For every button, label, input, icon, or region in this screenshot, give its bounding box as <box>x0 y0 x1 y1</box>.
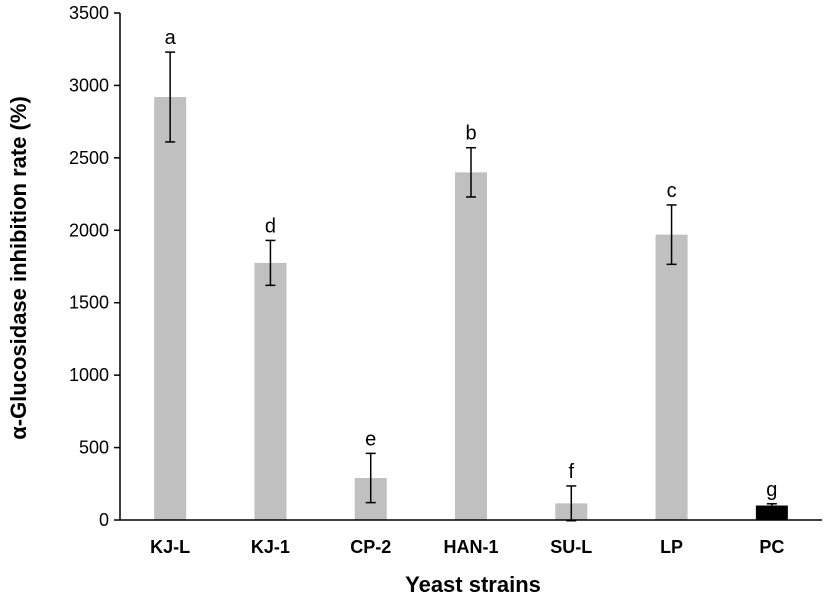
x-axis-title: Yeast strains <box>405 572 541 597</box>
x-tick-label-cp-2: CP-2 <box>350 537 391 557</box>
significance-label-han-1: b <box>465 123 476 145</box>
y-tick-label-3000: 3000 <box>69 75 109 95</box>
x-tick-label-kj-1: KJ-1 <box>251 537 290 557</box>
y-tick-label-1500: 1500 <box>69 293 109 313</box>
y-tick-label-2500: 2500 <box>69 148 109 168</box>
x-tick-label-su-l: SU-L <box>550 537 592 557</box>
y-tick-label-1000: 1000 <box>69 365 109 385</box>
significance-label-cp-2: e <box>365 428 376 450</box>
y-tick-label-3500: 3500 <box>69 3 109 23</box>
x-tick-label-kj-l: KJ-L <box>150 537 190 557</box>
x-tick-label-pc: PC <box>759 537 784 557</box>
y-axis-title: α-Glucosidase inhibition rate (%) <box>6 96 31 440</box>
y-tick-label-0: 0 <box>99 510 109 530</box>
significance-label-lp: c <box>667 180 677 202</box>
significance-label-kj-l: a <box>165 27 177 49</box>
y-tick-label-500: 500 <box>79 438 109 458</box>
bar-kj-l <box>154 97 187 521</box>
significance-label-kj-1: d <box>265 215 276 237</box>
significance-label-pc: g <box>766 479 777 501</box>
bar-kj-1 <box>254 262 287 520</box>
bar-lp <box>655 234 688 520</box>
bar-han-1 <box>455 172 487 520</box>
x-tick-label-lp: LP <box>660 537 683 557</box>
x-tick-label-han-1: HAN-1 <box>443 537 498 557</box>
significance-label-su-l: f <box>569 461 575 483</box>
bar-pc <box>755 505 788 520</box>
y-tick-label-2000: 2000 <box>69 220 109 240</box>
